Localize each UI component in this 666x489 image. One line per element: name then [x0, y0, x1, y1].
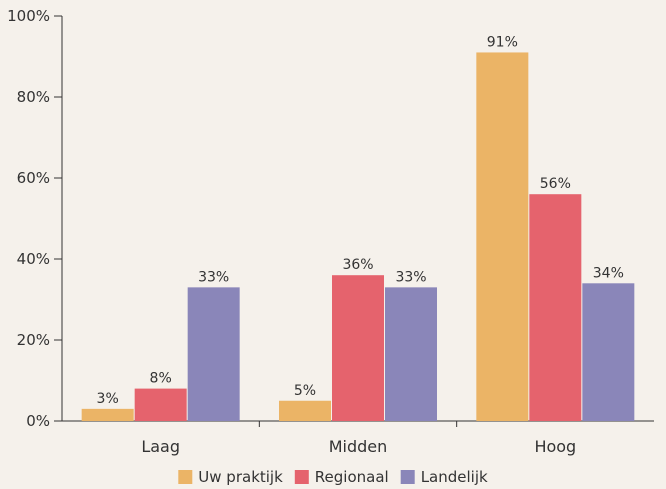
bar-regionaal-hoog	[529, 194, 582, 421]
data-label: 33%	[198, 269, 229, 285]
y-tick-label: 40%	[17, 250, 50, 268]
legend-swatch-landelijk	[400, 470, 415, 484]
bar-landelijk-laag	[187, 287, 240, 421]
bar-uw-praktijk-laag	[81, 408, 134, 421]
data-label: 56%	[540, 176, 571, 192]
bar-landelijk-midden	[385, 287, 437, 421]
x-tick-label: Midden	[329, 437, 388, 456]
data-label: 36%	[342, 257, 373, 273]
legend: Uw praktijk Regionaal Landelijk	[178, 468, 488, 486]
y-tick-label: 0%	[26, 412, 50, 430]
legend-swatch-uw-praktijk	[178, 470, 193, 484]
legend-label: Landelijk	[421, 468, 488, 486]
legend-label: Regionaal	[315, 468, 389, 486]
y-tick-label: 20%	[17, 331, 50, 349]
legend-label: Uw praktijk	[198, 468, 283, 486]
data-label: 5%	[294, 383, 316, 399]
data-label: 33%	[395, 269, 426, 285]
bar-uw-praktijk-midden	[279, 400, 331, 421]
y-tick-label: 80%	[17, 88, 50, 106]
legend-swatch-regionaal	[294, 470, 309, 484]
y-tick-label: 60%	[17, 169, 50, 187]
data-label: 3%	[97, 391, 119, 407]
data-label: 91%	[487, 34, 518, 50]
data-label: 8%	[150, 371, 172, 387]
x-tick-label: Hoog	[534, 437, 576, 456]
x-tick-label: Laag	[141, 437, 180, 456]
y-tick-label: 100%	[7, 7, 50, 25]
plot-area: 0% 20% 40% 60% 80% 100% 3% 8% 33% Laag 5% 36% 33% Mid…	[7, 7, 654, 456]
data-label: 34%	[593, 265, 624, 281]
bar-regionaal-midden	[332, 275, 384, 421]
bar-regionaal-laag	[134, 388, 187, 421]
bar-landelijk-hoog	[582, 283, 635, 421]
bar-uw-praktijk-hoog	[476, 52, 529, 421]
